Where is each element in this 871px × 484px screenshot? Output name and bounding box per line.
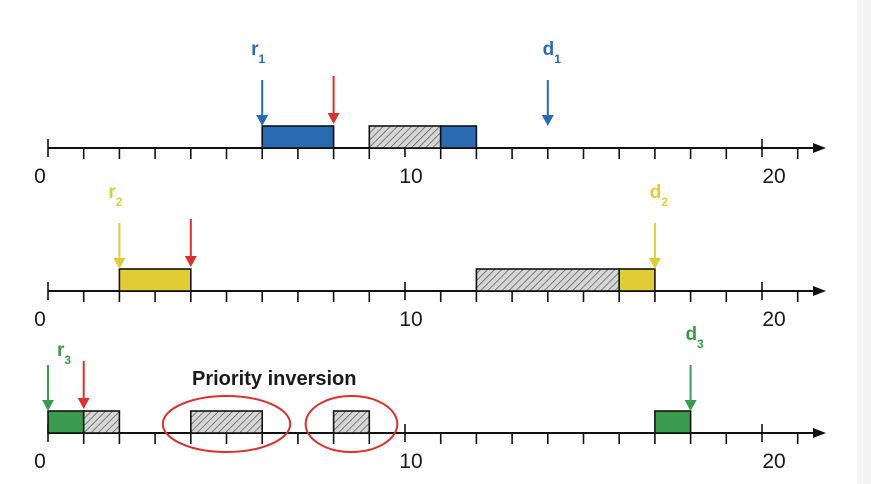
preemption-arrow-head	[77, 398, 90, 409]
axis-arrowhead	[813, 286, 826, 296]
release-arrow-head	[256, 115, 269, 126]
deadline-label: d1	[543, 39, 562, 66]
axis-label: 0	[34, 165, 46, 188]
execution-block	[261, 125, 335, 149]
axis-label: 10	[399, 450, 422, 473]
execution-block	[47, 410, 85, 434]
execution-block	[654, 410, 692, 434]
timeline-row-task1: 0 10 20 r1 d1	[34, 39, 826, 188]
blocked-block	[190, 410, 264, 434]
release-label: r1	[251, 39, 265, 66]
deadline-label: d3	[685, 324, 704, 351]
priority-inversion-caption: Priority inversion	[192, 368, 357, 390]
preemption-arrow-head	[327, 113, 340, 124]
deadline-label: d2	[650, 182, 669, 209]
axis-label: 20	[762, 450, 785, 473]
window-edge	[857, 0, 871, 484]
priority-inversion-highlight	[304, 395, 399, 453]
timeline-row-task2: 0 10 20 r2 d2	[34, 182, 826, 331]
execution-block	[618, 268, 656, 292]
release-label: r2	[108, 182, 122, 209]
execution-block	[439, 125, 478, 149]
axis-label: 20	[762, 308, 785, 331]
axis-arrowhead	[813, 428, 826, 438]
deadline-arrow-head	[648, 258, 661, 269]
axis-label: 0	[34, 450, 46, 473]
blocked-block	[475, 268, 620, 292]
release-arrow-head	[113, 258, 126, 269]
execution-block	[118, 268, 192, 292]
axis-label: 20	[762, 165, 785, 188]
blocked-block	[332, 410, 371, 434]
preemption-arrow-head	[184, 256, 197, 267]
release-label: r3	[57, 340, 71, 367]
release-arrow-head	[42, 400, 54, 411]
deadline-arrow-head	[684, 400, 697, 411]
deadline-arrow-head	[541, 115, 554, 126]
axis-label: 10	[399, 308, 422, 331]
priority-inversion-highlight	[161, 395, 292, 453]
blocked-block	[82, 410, 121, 434]
axis-arrowhead	[813, 143, 826, 153]
axis-label: 10	[399, 165, 422, 188]
axis-label: 0	[34, 308, 46, 331]
timeline-row-task3: 0 10 20 r3 d3	[34, 324, 826, 473]
blocked-block	[368, 125, 442, 149]
